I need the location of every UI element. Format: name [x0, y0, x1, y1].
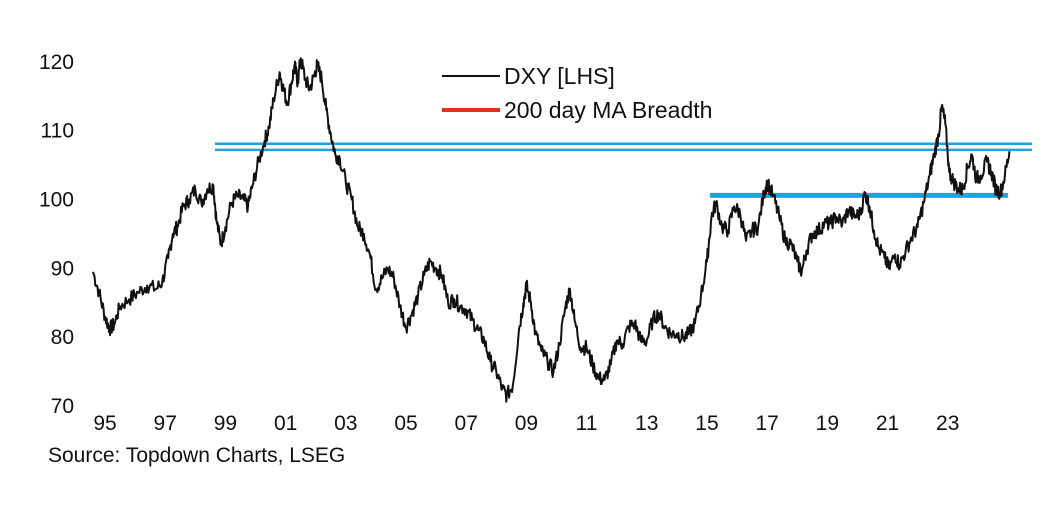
- x-tick-label-23: 23: [936, 412, 959, 435]
- reference-lines: [214, 142, 1032, 198]
- y-tick-label-100: 100: [39, 188, 74, 211]
- x-tick-label-21: 21: [876, 412, 899, 435]
- legend: DXY [LHS] 200 day MA Breadth: [442, 63, 712, 123]
- x-tick-label-11: 11: [576, 412, 598, 435]
- x-tick-label-03: 03: [334, 412, 357, 435]
- dxy-line-chart: 70 80 90 100 110 120 95 97 99 01 03 05 07 09 11 13 15 17…: [39, 51, 1032, 435]
- y-axis: 70 80 90 100 110 120: [39, 51, 74, 418]
- x-tick-label-01: 01: [274, 412, 297, 435]
- series-line-dxy: [92, 57, 1011, 403]
- legend-label-200-day-ma-breadth: 200 day MA Breadth: [504, 97, 712, 123]
- x-tick-label-05: 05: [394, 412, 417, 435]
- x-tick-label-09: 09: [515, 412, 538, 435]
- x-tick-label-97: 97: [154, 412, 177, 435]
- x-tick-label-07: 07: [455, 412, 478, 435]
- x-tick-label-99: 99: [214, 412, 237, 435]
- legend-label-dxy-lhs: DXY [LHS]: [504, 63, 615, 89]
- x-tick-label-19: 19: [816, 412, 839, 435]
- x-tick-label-15: 15: [695, 412, 718, 435]
- source-note: Source: Topdown Charts, LSEG: [48, 444, 346, 467]
- series-group: [92, 57, 1011, 403]
- x-tick-label-95: 95: [93, 412, 116, 435]
- x-tick-label-13: 13: [635, 412, 658, 435]
- y-tick-label-70: 70: [51, 395, 74, 418]
- x-axis: 95 97 99 01 03 05 07 09 11 13 15 17 19 21 23: [93, 412, 959, 435]
- y-tick-label-90: 90: [51, 257, 74, 280]
- y-tick-label-110: 110: [41, 120, 74, 143]
- y-tick-label-120: 120: [39, 51, 74, 74]
- y-tick-label-80: 80: [51, 326, 74, 349]
- x-tick-label-17: 17: [755, 412, 778, 435]
